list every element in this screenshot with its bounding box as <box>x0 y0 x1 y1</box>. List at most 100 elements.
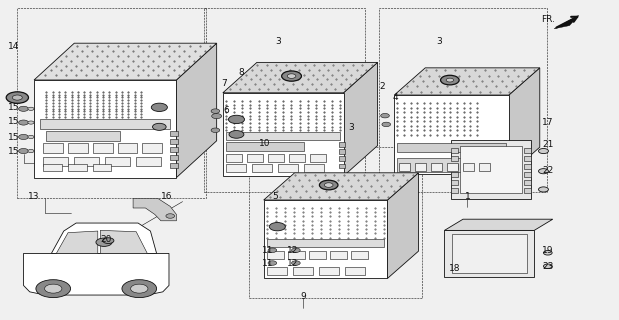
Circle shape <box>228 115 245 124</box>
Bar <box>34 80 176 178</box>
Text: 5: 5 <box>272 192 279 201</box>
Circle shape <box>103 238 114 244</box>
Circle shape <box>19 120 28 125</box>
Bar <box>397 143 506 152</box>
Bar <box>394 95 509 174</box>
Circle shape <box>19 134 28 140</box>
Bar <box>204 8 365 192</box>
Bar <box>444 230 534 277</box>
Circle shape <box>45 284 62 293</box>
Circle shape <box>381 113 389 118</box>
Bar <box>278 164 298 172</box>
Polygon shape <box>56 231 98 253</box>
Text: 4: 4 <box>392 93 398 102</box>
Bar <box>93 143 113 153</box>
Bar <box>339 156 345 161</box>
Bar <box>267 268 287 275</box>
Bar <box>170 139 178 144</box>
Polygon shape <box>509 68 540 174</box>
Polygon shape <box>34 43 217 80</box>
Circle shape <box>6 92 28 103</box>
Text: 2: 2 <box>379 82 386 91</box>
Bar <box>351 251 368 259</box>
Bar <box>524 172 531 177</box>
Circle shape <box>212 114 222 119</box>
Bar <box>479 163 490 171</box>
Bar <box>268 154 284 162</box>
Bar <box>93 164 111 171</box>
Text: 7: 7 <box>221 79 227 88</box>
Circle shape <box>543 264 552 268</box>
Bar <box>226 154 242 162</box>
Text: 21: 21 <box>542 140 553 149</box>
Polygon shape <box>387 173 418 278</box>
Polygon shape <box>344 62 378 176</box>
Bar <box>339 164 345 168</box>
Circle shape <box>131 284 148 293</box>
Text: 16: 16 <box>162 192 173 201</box>
Bar <box>451 172 458 177</box>
Circle shape <box>269 222 285 231</box>
Circle shape <box>282 71 301 81</box>
Circle shape <box>319 180 338 190</box>
Text: 3: 3 <box>348 124 355 132</box>
Bar <box>293 268 313 275</box>
Bar <box>17 8 206 198</box>
Text: 11: 11 <box>262 260 273 268</box>
Text: 23: 23 <box>542 262 553 271</box>
Text: 12: 12 <box>287 260 298 268</box>
Bar <box>43 164 62 171</box>
Circle shape <box>152 123 166 130</box>
Polygon shape <box>176 43 217 178</box>
Text: 18: 18 <box>449 264 461 273</box>
Circle shape <box>36 280 71 298</box>
Polygon shape <box>51 223 157 253</box>
Text: 15: 15 <box>8 103 19 112</box>
Bar <box>223 93 344 176</box>
Bar <box>304 164 324 172</box>
Circle shape <box>229 131 244 138</box>
Bar <box>105 157 130 166</box>
Circle shape <box>12 95 22 100</box>
Polygon shape <box>133 198 176 221</box>
Bar <box>524 148 531 153</box>
Bar <box>451 140 531 199</box>
Bar <box>399 163 410 171</box>
Bar <box>330 251 347 259</box>
Bar <box>451 148 458 153</box>
Bar <box>310 154 326 162</box>
Text: 9: 9 <box>300 292 306 301</box>
Circle shape <box>166 214 175 218</box>
Bar <box>379 8 547 192</box>
Bar <box>43 143 63 153</box>
Circle shape <box>324 183 333 187</box>
Text: 20: 20 <box>101 235 112 244</box>
Bar <box>452 234 527 273</box>
Text: 1: 1 <box>464 192 470 201</box>
Bar <box>524 180 531 185</box>
Bar <box>460 146 522 193</box>
Bar <box>170 155 178 160</box>
Text: 19: 19 <box>542 246 553 255</box>
Text: 15: 15 <box>8 117 19 126</box>
Text: FR.: FR. <box>541 15 555 24</box>
Circle shape <box>211 128 220 132</box>
Bar <box>136 157 161 166</box>
Circle shape <box>28 107 34 110</box>
Bar <box>319 268 339 275</box>
Bar <box>289 154 305 162</box>
Bar <box>451 164 458 169</box>
Bar <box>339 142 345 147</box>
Polygon shape <box>394 68 540 95</box>
Bar <box>451 180 458 185</box>
Bar <box>415 163 426 171</box>
Polygon shape <box>223 62 378 93</box>
Text: 10: 10 <box>259 139 271 148</box>
Text: 8: 8 <box>238 68 245 77</box>
Circle shape <box>96 238 112 246</box>
Circle shape <box>19 106 28 111</box>
Circle shape <box>292 248 300 252</box>
Text: 3: 3 <box>436 37 443 46</box>
Circle shape <box>268 248 277 252</box>
Bar <box>170 147 178 152</box>
